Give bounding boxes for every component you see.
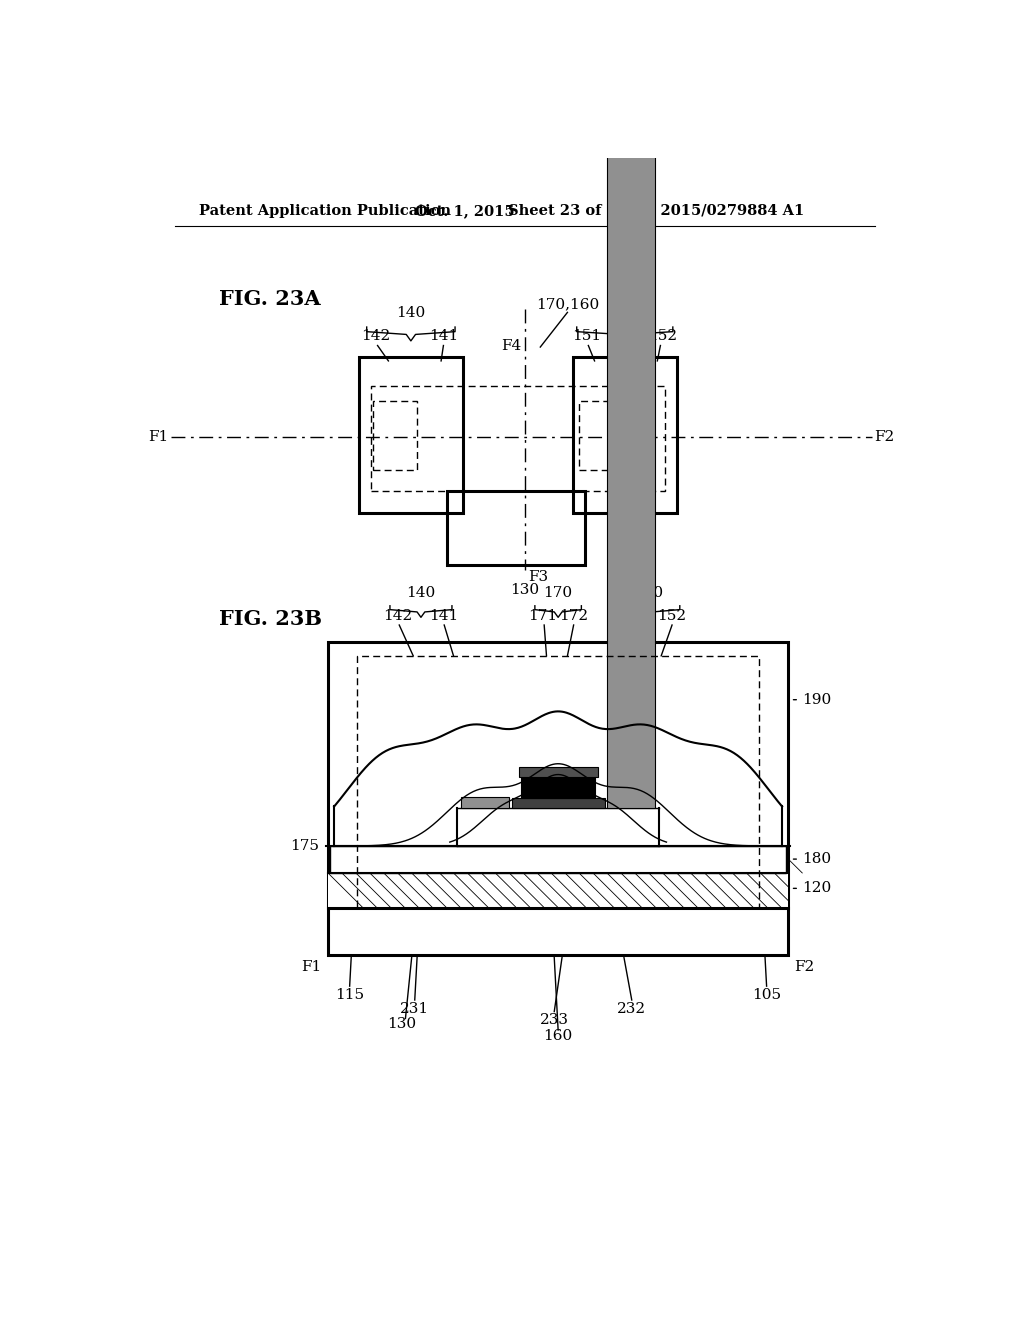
Bar [328,642,788,956]
Text: 142: 142 [383,610,413,623]
Text: Sheet 23 of 46: Sheet 23 of 46 [508,203,627,218]
Bar [357,656,759,908]
Text: 175: 175 [290,840,318,853]
Text: 140: 140 [396,306,426,321]
Text: 150: 150 [634,586,664,599]
Text: F2: F2 [874,430,895,444]
Text: 151: 151 [611,610,640,623]
Text: F2: F2 [795,960,815,974]
Text: F3: F3 [528,570,548,585]
Text: Patent Application Publication: Patent Application Publication [200,203,452,218]
Text: 233: 233 [540,1014,568,1027]
Text: 140: 140 [407,586,435,599]
Text: 152: 152 [657,610,687,623]
Text: 231: 231 [400,1002,429,1015]
Bar [572,358,677,512]
Bar [359,358,463,512]
Bar [521,776,595,799]
Text: 141: 141 [430,610,459,623]
Text: 232: 232 [617,1002,646,1015]
Text: F1: F1 [148,430,168,444]
Text: 130: 130 [387,1016,416,1031]
Text: 171: 171 [528,610,557,623]
Text: 115: 115 [335,987,365,1002]
Bar [579,401,621,470]
Text: 105: 105 [752,987,781,1002]
Polygon shape [334,711,782,846]
Text: 172: 172 [559,610,588,623]
Text: F4: F4 [501,338,521,352]
Bar [447,491,586,565]
Bar [512,799,604,808]
Text: 120: 120 [802,882,831,895]
Bar [458,808,658,846]
Text: 141: 141 [429,329,458,343]
Text: 151: 151 [572,329,601,343]
Bar [328,873,788,908]
Bar [461,797,509,808]
Text: 160: 160 [544,1028,572,1043]
Bar [331,846,786,873]
Text: FIG. 23B: FIG. 23B [219,609,323,628]
Text: 150: 150 [610,306,639,321]
Polygon shape [334,764,782,846]
Text: 170,160: 170,160 [536,297,599,312]
Text: 130: 130 [510,583,540,598]
Text: 180: 180 [802,853,831,866]
Bar [331,846,786,873]
Text: 190: 190 [802,693,831,706]
Text: 152: 152 [648,329,677,343]
Bar [371,385,665,491]
Bar [607,148,655,808]
Text: 170: 170 [544,586,572,599]
Text: US 2015/0279884 A1: US 2015/0279884 A1 [632,203,804,218]
Text: Oct. 1, 2015: Oct. 1, 2015 [415,203,514,218]
Text: F1: F1 [301,960,322,974]
Text: FIG. 23A: FIG. 23A [219,289,322,309]
Bar [518,767,598,776]
Bar [373,401,417,470]
Text: 142: 142 [361,329,390,343]
